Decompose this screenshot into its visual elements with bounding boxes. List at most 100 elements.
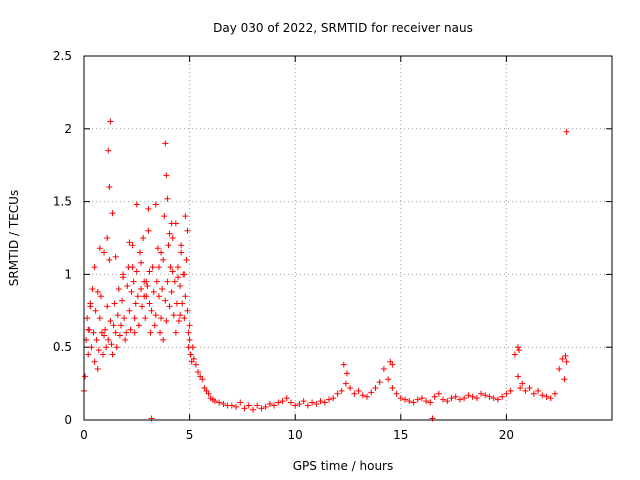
data-point <box>503 390 510 397</box>
data-point <box>149 264 156 271</box>
data-point <box>181 271 188 278</box>
data-point <box>507 387 514 394</box>
data-point <box>296 400 303 407</box>
data-point <box>112 329 119 336</box>
data-point <box>112 253 119 260</box>
data-point <box>131 315 138 322</box>
data-point <box>167 264 174 271</box>
data-point <box>216 399 223 406</box>
data-point <box>414 396 421 403</box>
data-point <box>355 387 362 394</box>
data-point <box>179 300 186 307</box>
data-point <box>111 300 118 307</box>
data-point <box>134 293 141 300</box>
data-point <box>547 395 554 402</box>
data-point <box>103 344 110 351</box>
data-point <box>89 285 96 292</box>
grid <box>84 56 612 420</box>
x-tick-label: 0 <box>80 428 88 442</box>
data-point <box>148 415 155 422</box>
data-point <box>157 329 164 336</box>
data-point <box>126 307 133 314</box>
data-point <box>177 283 184 290</box>
data-point <box>87 303 94 310</box>
data-point <box>171 278 178 285</box>
data-point <box>402 396 409 403</box>
data-point <box>158 315 165 322</box>
data-point <box>178 242 185 249</box>
data-point <box>106 184 113 191</box>
data-point <box>172 329 179 336</box>
data-point <box>431 393 438 400</box>
data-point <box>169 235 176 241</box>
data-point <box>385 376 392 383</box>
data-point <box>317 398 324 405</box>
data-point <box>192 361 199 368</box>
data-point <box>410 399 417 406</box>
data-point <box>427 399 434 406</box>
data-point <box>138 259 145 266</box>
data-point <box>511 351 518 358</box>
data-point <box>364 393 371 400</box>
ticks <box>83 55 612 421</box>
data-point <box>330 395 337 402</box>
data-point <box>186 322 193 329</box>
chart-title: Day 030 of 2022, SRMTID for receiver nau… <box>213 21 473 35</box>
data-point <box>351 390 358 397</box>
data-point <box>101 332 108 339</box>
data-point <box>164 195 171 202</box>
data-point <box>516 347 523 354</box>
data-point <box>338 387 345 394</box>
data-point <box>166 230 173 237</box>
data-point <box>199 376 206 383</box>
data-point <box>530 390 537 397</box>
data-point <box>562 352 569 359</box>
data-point <box>94 288 101 295</box>
data-points <box>81 118 570 422</box>
data-point <box>551 390 558 397</box>
data-point <box>292 402 299 409</box>
data-point <box>165 242 172 249</box>
data-point <box>166 303 173 310</box>
data-point <box>184 227 191 234</box>
data-point <box>448 395 455 402</box>
data-point <box>195 368 202 375</box>
x-tick-label: 10 <box>288 428 303 442</box>
data-point <box>418 395 425 402</box>
y-tick-label: 1 <box>64 267 72 281</box>
data-point <box>313 400 320 407</box>
data-point <box>376 379 383 386</box>
data-point <box>220 400 227 407</box>
data-point <box>174 264 181 271</box>
data-point <box>100 351 107 358</box>
data-point <box>499 393 506 400</box>
data-point <box>104 303 111 310</box>
data-point <box>130 278 137 285</box>
data-point <box>543 393 550 400</box>
data-point <box>181 315 188 322</box>
data-point <box>490 395 497 402</box>
data-point <box>163 172 170 179</box>
data-point <box>91 358 98 365</box>
data-point <box>160 336 167 343</box>
data-point <box>85 326 92 333</box>
data-point <box>517 384 524 391</box>
data-point <box>94 366 101 373</box>
data-point <box>452 393 459 400</box>
data-point <box>539 392 546 399</box>
data-point <box>114 312 121 319</box>
data-point <box>563 128 570 135</box>
data-point <box>141 293 148 300</box>
data-point <box>185 329 192 336</box>
data-point <box>515 373 522 380</box>
data-point <box>170 312 177 319</box>
data-point <box>88 344 95 351</box>
data-point <box>182 293 189 300</box>
data-point <box>343 370 350 377</box>
data-point <box>143 278 150 285</box>
data-point <box>478 390 485 397</box>
data-point <box>108 341 115 348</box>
data-point <box>151 322 158 329</box>
data-point <box>96 245 103 252</box>
x-tick-label: 15 <box>393 428 408 442</box>
